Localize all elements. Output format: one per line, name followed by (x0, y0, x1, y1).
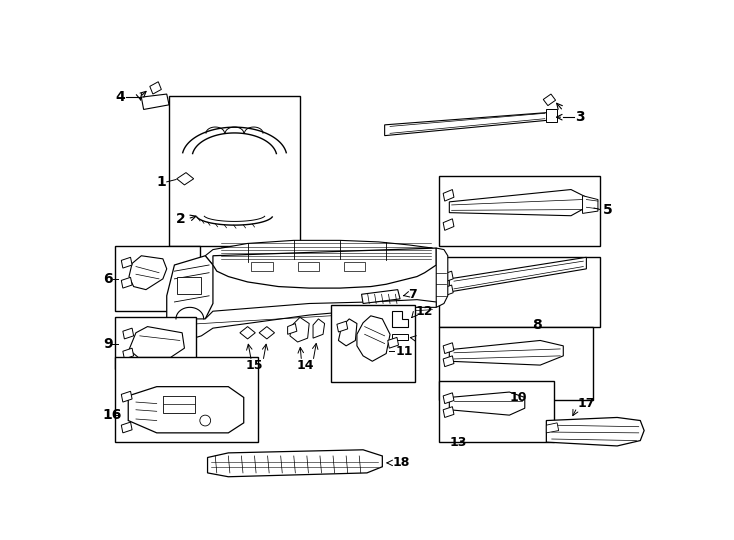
Polygon shape (128, 387, 244, 433)
Text: 4: 4 (115, 90, 125, 104)
Text: 7: 7 (408, 288, 416, 301)
Text: 13: 13 (449, 436, 467, 449)
Bar (438, 257, 600, 327)
Polygon shape (443, 219, 454, 231)
Bar (115, 357, 258, 442)
Bar (344, 262, 366, 271)
Polygon shape (167, 256, 213, 334)
Bar (331, 305, 415, 382)
Text: 14: 14 (297, 359, 314, 372)
Polygon shape (123, 328, 134, 339)
Polygon shape (290, 318, 309, 342)
Bar (297, 262, 319, 271)
Polygon shape (449, 190, 586, 215)
Bar (163, 396, 195, 413)
Polygon shape (443, 356, 454, 367)
Polygon shape (546, 417, 644, 446)
Polygon shape (123, 348, 134, 359)
Polygon shape (121, 392, 132, 402)
Text: 1: 1 (157, 175, 167, 189)
Polygon shape (213, 248, 436, 288)
Polygon shape (337, 321, 348, 332)
Polygon shape (208, 450, 382, 477)
Polygon shape (129, 256, 167, 289)
Polygon shape (443, 393, 454, 403)
Polygon shape (443, 271, 453, 282)
Polygon shape (129, 327, 184, 357)
Text: 11: 11 (396, 345, 413, 357)
Bar (163, 396, 195, 403)
Polygon shape (142, 94, 169, 110)
Polygon shape (393, 334, 408, 340)
Text: 5: 5 (603, 202, 613, 217)
Bar (169, 96, 300, 246)
Polygon shape (121, 422, 132, 433)
Text: 17: 17 (577, 397, 595, 410)
Polygon shape (121, 257, 132, 268)
Text: 10: 10 (509, 391, 527, 404)
Text: 15: 15 (246, 359, 264, 372)
Polygon shape (385, 112, 548, 136)
Polygon shape (543, 94, 556, 106)
Polygon shape (121, 278, 132, 288)
Polygon shape (357, 316, 390, 361)
Polygon shape (449, 257, 586, 292)
Text: 9: 9 (103, 336, 112, 350)
Polygon shape (167, 300, 436, 340)
Polygon shape (177, 173, 194, 185)
Bar (115, 316, 196, 369)
Polygon shape (449, 392, 525, 415)
Polygon shape (443, 407, 454, 417)
Polygon shape (546, 110, 557, 122)
Polygon shape (338, 319, 357, 346)
Polygon shape (259, 327, 275, 339)
Text: 6: 6 (103, 272, 112, 286)
Polygon shape (443, 285, 453, 296)
Polygon shape (288, 323, 297, 334)
Text: 2: 2 (176, 212, 186, 226)
Polygon shape (443, 190, 454, 201)
Bar (115, 246, 200, 311)
Polygon shape (449, 340, 563, 365)
Text: 12: 12 (415, 305, 433, 318)
Polygon shape (443, 343, 454, 354)
Polygon shape (313, 319, 324, 338)
Bar (252, 262, 273, 271)
Polygon shape (583, 195, 598, 213)
Polygon shape (436, 248, 448, 307)
Bar (438, 327, 592, 400)
Polygon shape (206, 240, 436, 265)
Text: 8: 8 (532, 318, 542, 332)
Polygon shape (388, 338, 399, 348)
Polygon shape (240, 327, 255, 339)
Polygon shape (150, 82, 161, 94)
Bar (438, 177, 600, 246)
Text: 3: 3 (575, 110, 585, 124)
Text: 18: 18 (393, 456, 410, 469)
Polygon shape (362, 289, 400, 303)
Polygon shape (546, 423, 559, 433)
Polygon shape (393, 311, 408, 327)
Bar (438, 381, 554, 442)
Bar (177, 278, 201, 294)
Text: 16: 16 (103, 408, 122, 422)
